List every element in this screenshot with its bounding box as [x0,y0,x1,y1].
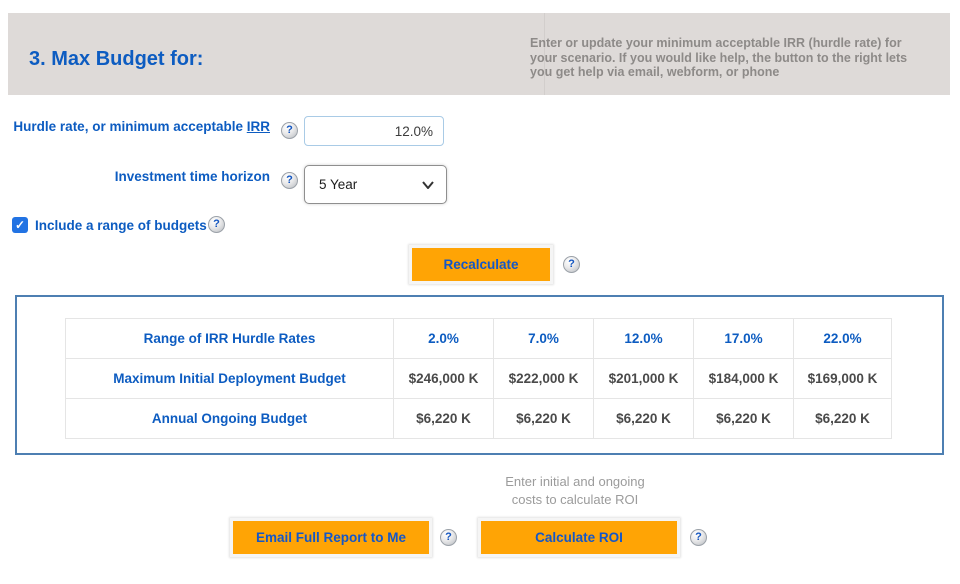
rate-cell: 17.0% [693,318,794,359]
include-range-checkbox[interactable]: ✓ [12,217,28,233]
roi-note-line: costs to calculate ROI [511,491,639,507]
time-horizon-select[interactable]: 5 Year [304,165,447,204]
email-report-button[interactable]: Email Full Report to Me [233,521,429,554]
value-cell: $169,000 K [793,358,892,399]
irr-link: IRR [246,119,270,134]
include-range-label[interactable]: Include a range of budgets [35,218,207,233]
value-cell: $201,000 K [593,358,694,399]
rate-cell: 12.0% [593,318,694,359]
value-cell: $6,220 K [393,398,494,439]
table-row-rates: Range of IRR Hurdle Rates 2.0% 7.0% 12.0… [65,318,892,359]
hurdle-rate-input[interactable] [304,116,444,146]
recalculate-help-icon[interactable]: ? [563,256,580,273]
rate-cell: 2.0% [393,318,494,359]
chevron-down-icon [422,180,434,189]
section-help-text: Enter or update your minimum acceptable … [530,36,925,80]
row-label: Annual Ongoing Budget [65,398,394,439]
roi-note-line: Enter initial and ongoing [505,474,645,489]
rate-cell: 7.0% [493,318,594,359]
header-divider [544,13,545,95]
value-cell: $222,000 K [493,358,594,399]
budget-table: Range of IRR Hurdle Rates 2.0% 7.0% 12.0… [65,318,892,439]
rate-cell: 22.0% [793,318,892,359]
value-cell: $184,000 K [693,358,794,399]
time-horizon-help-icon[interactable]: ? [281,172,298,189]
help-text-line: Enter or update your minimum acceptable … [530,36,902,50]
value-cell: $6,220 K [793,398,892,439]
hurdle-rate-label-text: Hurdle rate, or minimum acceptable [13,119,247,134]
email-report-help-icon[interactable]: ? [440,529,457,546]
value-cell: $6,220 K [493,398,594,439]
table-header-label: Range of IRR Hurdle Rates [65,318,394,359]
table-row-initial-budget: Maximum Initial Deployment Budget $246,0… [65,358,892,399]
calculate-roi-button[interactable]: Calculate ROI [481,521,677,554]
section-header: 3. Max Budget for: Enter or update your … [8,13,950,95]
value-cell: $246,000 K [393,358,494,399]
time-horizon-label: Investment time horizon [114,169,270,184]
section-title: 3. Max Budget for: [29,48,204,70]
time-horizon-selected-value: 5 Year [319,177,358,192]
value-cell: $6,220 K [693,398,794,439]
help-text-line: you get help via email, webform, or phon… [530,65,780,80]
value-cell: $6,220 K [593,398,694,439]
hurdle-rate-label: Hurdle rate, or minimum acceptable IRR [0,119,270,134]
roi-note: Enter initial and ongoing costs to calcu… [430,473,720,508]
calculate-roi-help-icon[interactable]: ? [690,529,707,546]
include-range-help-icon[interactable]: ? [208,216,225,233]
hurdle-rate-help-icon[interactable]: ? [281,122,298,139]
table-row-ongoing-budget: Annual Ongoing Budget $6,220 K $6,220 K … [65,398,892,439]
recalculate-button[interactable]: Recalculate [412,248,550,281]
budget-results-panel: Range of IRR Hurdle Rates 2.0% 7.0% 12.0… [15,295,944,455]
row-label: Maximum Initial Deployment Budget [65,358,394,399]
help-text-line: your scenario. If you would like help, t… [530,50,908,65]
